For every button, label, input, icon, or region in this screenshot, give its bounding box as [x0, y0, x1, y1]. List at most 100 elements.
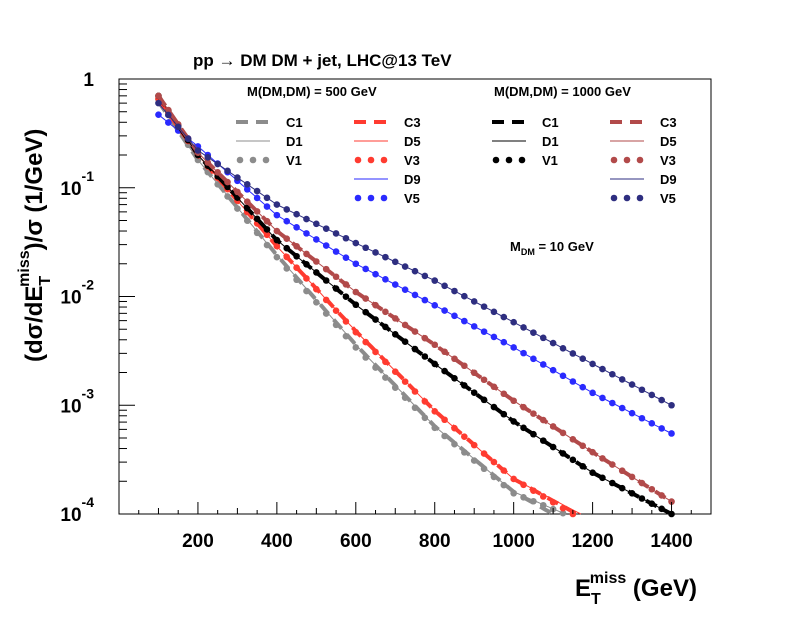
data-point [382, 358, 389, 366]
data-point [362, 295, 369, 302]
data-point [539, 437, 547, 444]
data-point [382, 253, 389, 261]
legend-marker [380, 156, 388, 164]
data-point [293, 242, 300, 250]
data-point [421, 334, 429, 342]
data-point [165, 111, 172, 119]
data-point [372, 249, 379, 256]
data-point [480, 396, 488, 404]
data-point [618, 376, 626, 383]
data-point [470, 369, 478, 377]
data-point [451, 374, 458, 382]
data-point [599, 365, 606, 373]
data-point [648, 391, 656, 399]
x-axis-title: ETmiss (GeV) [575, 570, 697, 608]
data-point [579, 355, 587, 362]
data-point [322, 277, 330, 284]
series-v5-7 [155, 111, 675, 437]
data-point [579, 462, 587, 470]
legend-label: D1 [286, 134, 303, 149]
legend-label: D1 [542, 134, 559, 149]
data-point [243, 204, 251, 212]
data-point [510, 418, 517, 425]
data-point [243, 186, 251, 193]
data-point [461, 362, 468, 370]
data-point [599, 474, 606, 482]
data-point [618, 467, 626, 475]
data-point [283, 235, 291, 242]
data-point [401, 286, 409, 294]
data-point [263, 203, 271, 210]
legend-item: C3 [354, 115, 421, 130]
data-point [234, 205, 241, 212]
data-point [421, 296, 429, 304]
data-point [530, 430, 537, 438]
series-layer [155, 92, 675, 518]
series-line [156, 98, 578, 516]
data-point [352, 239, 360, 247]
data-point [549, 423, 557, 430]
data-point [500, 410, 508, 418]
data-point [421, 272, 429, 280]
data-point [618, 484, 626, 492]
data-point [559, 509, 567, 517]
data-point [313, 236, 320, 243]
data-point [480, 376, 488, 384]
data-point [589, 389, 596, 397]
data-point [263, 226, 271, 233]
data-point [362, 308, 369, 316]
legend-marker [367, 156, 375, 164]
data-point [441, 348, 448, 356]
legend-marker [636, 156, 644, 164]
data-point [362, 354, 369, 361]
data-point [589, 469, 596, 476]
legend-marker [636, 194, 644, 202]
data-point [273, 201, 281, 208]
data-point [628, 409, 636, 417]
data-point [253, 187, 261, 195]
data-point [322, 242, 330, 249]
data-point [628, 473, 636, 481]
data-point [332, 230, 340, 237]
data-point [382, 374, 389, 381]
mass-annotation: MDM = 10 GeV [510, 239, 594, 257]
data-point [461, 449, 468, 456]
data-point [609, 461, 616, 468]
data-point [234, 174, 241, 181]
data-point [204, 153, 212, 161]
data-point [155, 99, 162, 107]
data-point [431, 302, 439, 309]
data-point [530, 410, 537, 417]
data-point [303, 275, 310, 282]
data-point [303, 287, 310, 295]
data-point [342, 281, 350, 288]
legend-label: V5 [404, 191, 420, 206]
data-point [263, 231, 271, 239]
data-point [204, 159, 212, 166]
data-point [174, 123, 182, 131]
data-point [342, 332, 350, 340]
data-point [313, 285, 320, 293]
data-point [520, 324, 527, 331]
data-point [362, 338, 369, 346]
data-point [470, 323, 478, 330]
data-point [480, 303, 488, 310]
data-point [609, 399, 616, 407]
data-point [243, 217, 251, 225]
legend-group-500: M(DM,DM) = 500 GeV [247, 84, 377, 99]
data-point [658, 505, 665, 513]
data-point [401, 378, 409, 385]
data-point [391, 384, 399, 391]
legend-label: V1 [286, 153, 302, 168]
data-point [342, 234, 350, 242]
x-tick-label: 600 [340, 531, 372, 552]
data-point [362, 265, 369, 273]
data-point [411, 345, 419, 353]
data-point [638, 414, 646, 422]
data-point [549, 366, 557, 374]
data-point [322, 265, 330, 273]
data-point [431, 277, 439, 284]
legend-marker [623, 156, 631, 164]
data-point [441, 282, 448, 290]
data-point [441, 416, 448, 424]
